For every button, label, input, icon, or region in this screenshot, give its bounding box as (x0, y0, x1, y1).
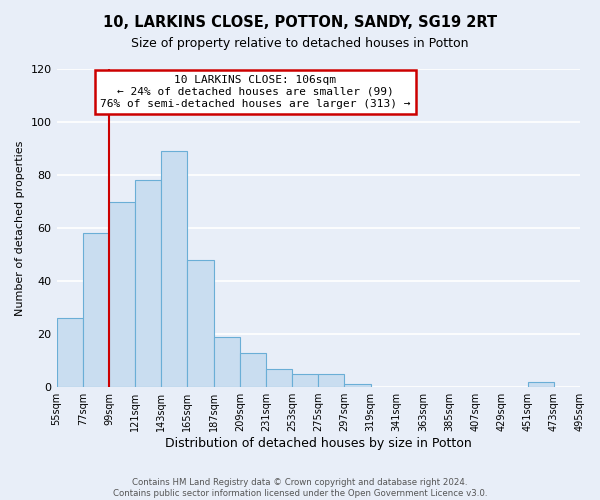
Bar (83, 234, 109, 387)
Bar (344, 384, 371, 387)
Bar (266, 368, 292, 387)
Bar (187, 260, 214, 387)
Bar (214, 336, 240, 387)
Text: Size of property relative to detached houses in Potton: Size of property relative to detached ho… (131, 38, 469, 51)
Y-axis label: Number of detached properties: Number of detached properties (15, 140, 25, 316)
Text: 10 LARKINS CLOSE: 106sqm
← 24% of detached houses are smaller (99)
76% of semi-d: 10 LARKINS CLOSE: 106sqm ← 24% of detach… (100, 76, 411, 108)
Text: 10, LARKINS CLOSE, POTTON, SANDY, SG19 2RT: 10, LARKINS CLOSE, POTTON, SANDY, SG19 2… (103, 15, 497, 30)
Bar (527, 382, 554, 387)
Bar (56, 318, 83, 387)
Bar (240, 352, 266, 387)
Bar (135, 180, 161, 387)
Text: Contains HM Land Registry data © Crown copyright and database right 2024.
Contai: Contains HM Land Registry data © Crown c… (113, 478, 487, 498)
Bar (318, 374, 344, 387)
X-axis label: Distribution of detached houses by size in Potton: Distribution of detached houses by size … (165, 437, 472, 450)
Bar (292, 374, 318, 387)
Bar (161, 151, 187, 387)
Bar (109, 202, 135, 387)
